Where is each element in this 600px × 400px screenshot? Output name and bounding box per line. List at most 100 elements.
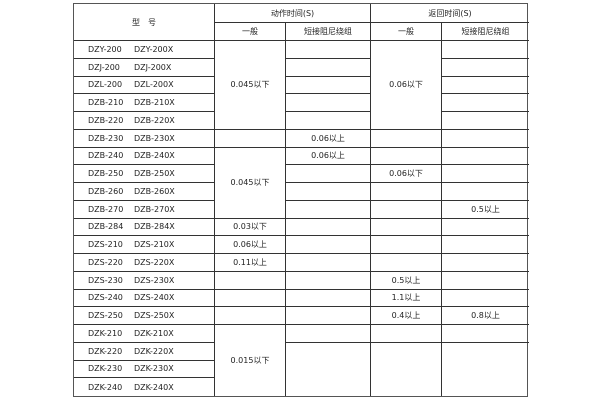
action-short-cell: [286, 307, 371, 325]
model-standard: DZS-250: [88, 311, 123, 321]
header-model: 型 号: [74, 4, 215, 41]
header-action-time: 动作时间(S): [215, 4, 371, 23]
action-general-cell: [215, 307, 286, 325]
model-cell: DZB-284 DZB-284X: [74, 218, 215, 237]
action-short-cell: [286, 342, 371, 396]
action-short-cell: [286, 236, 371, 254]
model-x-variant: DZS-230X: [134, 275, 175, 285]
action-general-cell: [215, 271, 286, 290]
model-standard: DZS-220: [88, 257, 123, 267]
action-short-cell: [286, 41, 371, 59]
model-x-variant: DZB-270X: [134, 204, 175, 214]
return-short-cell: [442, 183, 529, 201]
model-x-variant: DZK-220X: [134, 346, 174, 356]
model-standard: DZB-230: [88, 133, 124, 143]
action-general-cell: 0.03以下: [215, 218, 286, 237]
model-cell: DZB-250 DZB-250X: [74, 165, 215, 183]
return-short-cell: [442, 343, 529, 396]
model-cell: DZJ-200 DZJ-200X: [74, 58, 215, 77]
return-short-cell: [442, 290, 529, 308]
model-standard: DZK-220: [88, 346, 123, 356]
return-general-cell: [371, 183, 442, 201]
return-short-cell: [442, 272, 529, 290]
action-short-cell: [286, 183, 371, 201]
model-cell: DZS-240 DZS-240X: [74, 289, 215, 308]
model-cell: DZL-200 DZL-200X: [74, 76, 215, 95]
return-general-cell: [371, 325, 442, 343]
model-x-variant: DZJ-200X: [134, 62, 172, 72]
relay-timing-table: 型 号 动作时间(S) 返回时间(S) 一般 短接阻尼绕组 一般 短接阻尼绕组 …: [73, 3, 529, 397]
model-x-variant: DZS-210X: [134, 240, 175, 250]
model-x-variant: DZS-250X: [134, 311, 175, 321]
return-general-cell: [371, 254, 442, 272]
return-short-cell: 0.5以上: [442, 201, 529, 219]
header-return-time: 返回时间(S): [371, 4, 529, 23]
action-general-cell: 0.015以下: [215, 325, 286, 396]
return-general-cell: 0.06以下: [371, 41, 442, 130]
return-short-cell: 0.8以上: [442, 307, 529, 325]
return-short-cell: [442, 112, 529, 130]
action-short-cell: [286, 165, 371, 183]
model-standard: DZB-284: [88, 222, 124, 232]
action-short-cell: [286, 58, 371, 77]
action-general-cell: 0.045以下: [215, 41, 286, 130]
model-standard: DZB-240: [88, 151, 124, 161]
return-general-cell: 0.4以上: [371, 307, 442, 325]
model-standard: DZS-210: [88, 240, 123, 250]
return-short-cell: [442, 254, 529, 272]
model-x-variant: DZK-210X: [134, 328, 174, 338]
return-short-cell: [442, 325, 529, 343]
model-x-variant: DZL-200X: [134, 80, 174, 90]
return-short-cell: [442, 130, 529, 148]
action-short-cell: [286, 94, 371, 112]
model-standard: DZL-200: [88, 80, 123, 90]
model-x-variant: DZS-220X: [134, 257, 175, 267]
action-short-cell: [286, 271, 371, 290]
model-cell: DZB-210 DZB-210X: [74, 94, 215, 112]
return-short-cell: [442, 219, 529, 237]
model-cell: DZS-220 DZS-220X: [74, 254, 215, 272]
model-standard: DZS-240: [88, 293, 123, 303]
model-x-variant: DZS-240X: [134, 293, 175, 303]
action-short-cell: 0.06以上: [286, 147, 371, 166]
action-short-cell: [286, 325, 371, 343]
action-general-cell: [215, 129, 286, 148]
return-general-cell: [371, 129, 442, 148]
action-short-cell: [286, 218, 371, 237]
model-standard: DZB-260: [88, 186, 124, 196]
model-cell: DZK-240 DZK-240X: [74, 378, 215, 396]
model-cell: DZS-250 DZS-250X: [74, 307, 215, 325]
action-general-cell: [215, 289, 286, 308]
return-general-cell: 1.1以上: [371, 289, 442, 308]
model-standard: DZB-220: [88, 115, 124, 125]
action-short-cell: [286, 112, 371, 130]
action-short-cell: 0.06以上: [286, 129, 371, 148]
action-short-cell: [286, 289, 371, 308]
model-standard: DZJ-200: [88, 62, 120, 72]
return-general-cell: 0.06以下: [371, 165, 442, 183]
action-general-cell: 0.06以上: [215, 236, 286, 254]
header-return-general: 一般: [371, 23, 442, 41]
return-general-cell: [371, 218, 442, 237]
model-standard: DZY-200: [88, 44, 122, 54]
model-standard: DZK-230: [88, 364, 123, 374]
return-general-cell: 0.5以上: [371, 271, 442, 290]
model-x-variant: DZB-260X: [134, 186, 175, 196]
model-x-variant: DZK-240X: [134, 382, 174, 392]
return-short-cell: [442, 77, 529, 95]
header-return-short-damping: 短接阻尼绕组: [442, 23, 529, 41]
return-general-cell: [371, 147, 442, 166]
model-x-variant: DZK-230X: [134, 364, 174, 374]
model-x-variant: DZY-200X: [134, 44, 174, 54]
header-action-short-damping: 短接阻尼绕组: [286, 23, 371, 41]
model-x-variant: DZB-284X: [134, 222, 175, 232]
action-short-cell: [286, 254, 371, 272]
model-cell: DZK-210 DZK-210X: [74, 325, 215, 343]
model-standard: DZK-210: [88, 328, 123, 338]
model-cell: DZY-200 DZY-200X: [74, 41, 215, 59]
return-short-cell: [442, 94, 529, 112]
model-standard: DZS-230: [88, 275, 123, 285]
model-x-variant: DZB-230X: [134, 133, 175, 143]
return-short-cell: [442, 236, 529, 254]
return-short-cell: [442, 59, 529, 77]
